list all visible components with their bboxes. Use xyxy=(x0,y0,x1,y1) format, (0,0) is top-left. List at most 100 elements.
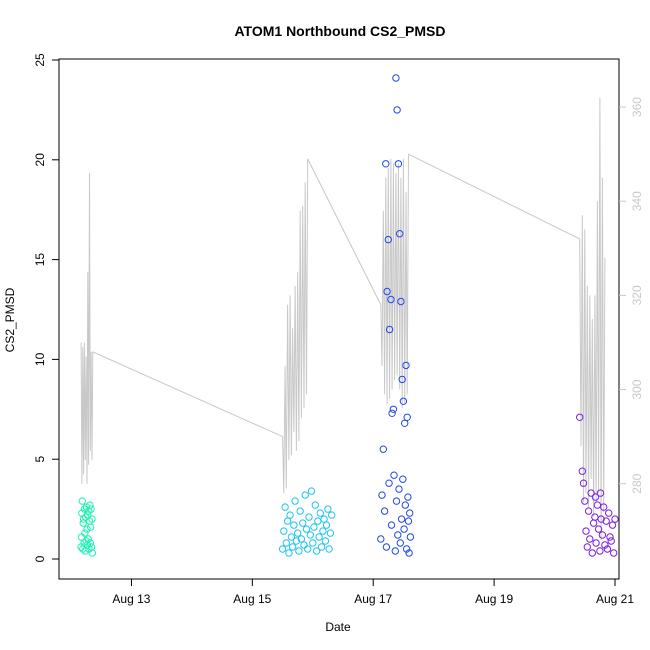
data-point xyxy=(584,507,593,515)
data-point xyxy=(88,549,97,557)
data-point xyxy=(382,160,390,168)
data-point xyxy=(283,517,292,525)
data-point xyxy=(385,479,393,487)
data-point xyxy=(388,409,396,417)
data-point xyxy=(389,405,398,413)
data-point xyxy=(581,497,589,505)
data-point xyxy=(396,539,404,547)
y2-axis: 280 300 320 340 360 xyxy=(619,97,644,494)
data-point xyxy=(603,545,612,553)
y2-tick-label: 280 xyxy=(630,473,644,493)
data-point xyxy=(392,74,400,82)
series-line xyxy=(80,97,606,541)
data-point xyxy=(588,549,596,557)
data-point xyxy=(400,525,408,533)
data-point xyxy=(319,527,327,535)
data-point xyxy=(320,515,328,523)
data-point xyxy=(87,523,95,531)
data-point xyxy=(594,525,603,533)
line-layer xyxy=(80,97,606,541)
data-point xyxy=(301,491,309,499)
data-point xyxy=(578,467,586,475)
data-point xyxy=(316,509,324,517)
data-point xyxy=(314,517,322,525)
data-point xyxy=(312,547,321,555)
data-point xyxy=(294,529,302,537)
data-point xyxy=(296,507,304,515)
data-point xyxy=(324,505,332,513)
data-point xyxy=(285,549,293,557)
x-axis-label: Date xyxy=(325,620,351,634)
data-point xyxy=(288,543,297,551)
data-point xyxy=(597,515,605,523)
data-point xyxy=(402,545,411,553)
data-point xyxy=(587,489,595,497)
data-point xyxy=(611,515,619,523)
data-point xyxy=(396,230,404,238)
data-point xyxy=(593,501,602,509)
data-point xyxy=(305,513,313,521)
y-tick-label: 20 xyxy=(33,153,47,167)
data-point xyxy=(391,547,399,555)
data-point xyxy=(281,503,289,511)
data-point xyxy=(385,325,394,334)
points-layer xyxy=(77,74,619,557)
data-point xyxy=(82,537,90,545)
x-tick-label: Aug 17 xyxy=(354,592,392,606)
data-point xyxy=(596,547,604,555)
y-axis: 0 5 10 15 20 25 xyxy=(33,53,59,562)
y-tick-label: 0 xyxy=(33,555,47,562)
data-point xyxy=(299,519,307,527)
data-point xyxy=(596,489,605,497)
data-point xyxy=(326,529,335,537)
data-point xyxy=(399,475,407,483)
data-point xyxy=(406,509,414,517)
data-point xyxy=(86,539,95,547)
data-point xyxy=(398,375,406,384)
data-point xyxy=(607,537,615,545)
data-point xyxy=(377,535,385,543)
y2-tick-label: 340 xyxy=(630,191,644,211)
data-point xyxy=(280,527,288,535)
x-tick-label: Aug 15 xyxy=(233,592,271,606)
x-tick-label: Aug 21 xyxy=(596,592,634,606)
data-point xyxy=(586,535,594,543)
data-point xyxy=(88,515,96,523)
data-point xyxy=(81,529,89,537)
x-tick-label: Aug 13 xyxy=(112,592,150,606)
data-point xyxy=(392,497,401,505)
data-point xyxy=(290,521,298,529)
data-point xyxy=(393,106,401,114)
y2-tick-label: 300 xyxy=(630,379,644,399)
data-point xyxy=(322,521,331,529)
data-point xyxy=(328,511,336,519)
data-point xyxy=(387,295,395,304)
data-point xyxy=(404,517,413,525)
y-tick-label: 15 xyxy=(33,253,47,267)
data-point xyxy=(384,235,392,244)
data-point xyxy=(302,525,311,533)
data-point xyxy=(405,549,413,557)
data-point xyxy=(310,523,318,531)
y2-tick-label: 360 xyxy=(630,97,644,117)
data-point xyxy=(606,533,614,541)
data-point xyxy=(306,531,314,539)
data-point xyxy=(295,547,303,555)
data-point xyxy=(601,541,609,549)
data-point xyxy=(582,527,590,535)
data-point xyxy=(600,503,608,511)
data-point xyxy=(286,511,294,519)
data-point xyxy=(403,413,411,421)
data-point xyxy=(394,160,403,168)
data-point xyxy=(390,471,398,479)
data-point xyxy=(278,545,287,553)
data-point xyxy=(383,287,391,296)
data-point xyxy=(610,549,618,557)
data-point xyxy=(311,501,319,509)
data-point xyxy=(395,485,403,493)
x-axis: Aug 13 Aug 15 Aug 17 Aug 19 Aug 21 xyxy=(112,579,634,606)
data-point xyxy=(300,541,308,549)
plot-frame xyxy=(58,58,620,580)
